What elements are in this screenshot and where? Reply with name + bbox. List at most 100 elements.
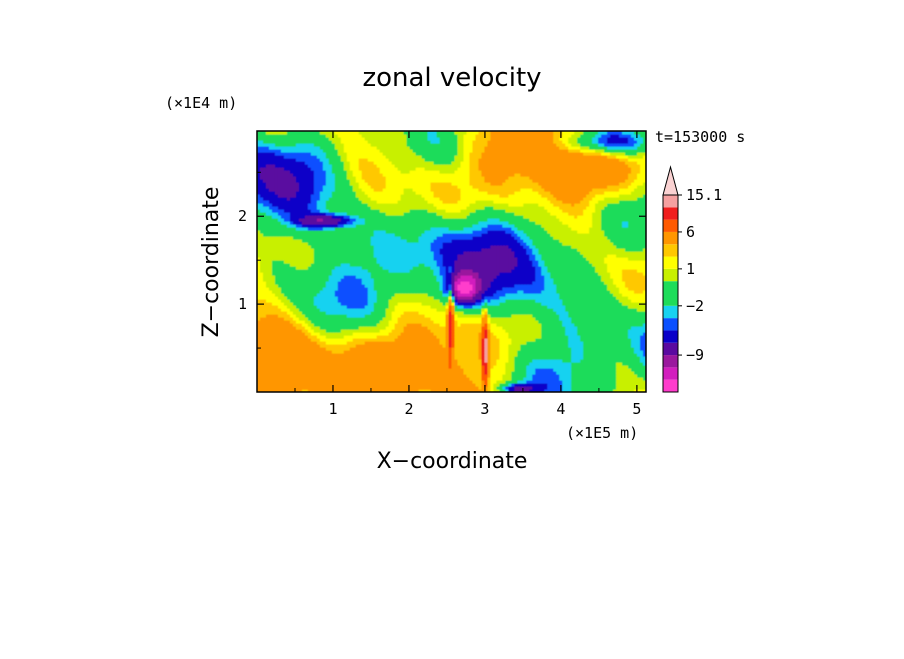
field-cell xyxy=(391,347,396,351)
field-cell xyxy=(355,356,360,360)
field-cell xyxy=(427,350,432,354)
field-cell xyxy=(319,290,324,294)
field-cell xyxy=(457,293,462,297)
field-cell xyxy=(415,311,420,315)
field-cell xyxy=(610,374,614,378)
field-cell xyxy=(523,347,527,351)
field-cell xyxy=(520,347,524,351)
field-cell xyxy=(520,278,524,282)
field-cell xyxy=(301,386,306,390)
field-cell xyxy=(610,371,614,375)
field-cell xyxy=(601,362,605,366)
field-cell xyxy=(598,353,602,357)
field-cell xyxy=(325,320,330,324)
field-cell xyxy=(280,359,285,363)
field-cell xyxy=(352,305,357,309)
field-cell xyxy=(346,377,351,381)
field-cell xyxy=(562,368,566,372)
field-cell xyxy=(472,335,477,339)
field-cell xyxy=(592,296,596,300)
field-cell xyxy=(616,386,620,390)
field-cell xyxy=(616,374,620,378)
field-cell xyxy=(568,281,572,285)
field-cell xyxy=(388,281,393,285)
field-cell xyxy=(460,389,465,392)
field-cell xyxy=(319,329,324,333)
field-cell xyxy=(364,332,369,336)
field-cell xyxy=(631,320,635,324)
field-cell xyxy=(397,308,402,312)
field-cell xyxy=(373,308,378,312)
field-cell xyxy=(487,335,491,339)
field-cell xyxy=(394,344,399,348)
field-cell xyxy=(511,332,515,336)
field-cell xyxy=(445,290,450,294)
field-cell xyxy=(430,353,435,357)
field-cell xyxy=(508,353,512,357)
field-cell xyxy=(622,335,626,339)
field-cell xyxy=(286,323,291,327)
field-cell xyxy=(304,290,309,294)
field-cell xyxy=(355,386,360,390)
field-cell xyxy=(442,335,447,339)
field-cell xyxy=(595,302,599,306)
field-cell xyxy=(418,377,423,381)
field-cell xyxy=(289,317,294,321)
field-cell xyxy=(421,344,426,348)
field-cell xyxy=(340,371,345,375)
field-cell xyxy=(349,335,354,339)
field-cell xyxy=(331,374,336,378)
field-cell xyxy=(394,380,399,384)
field-cell xyxy=(382,305,387,309)
field-cell xyxy=(559,296,563,300)
field-cell xyxy=(307,278,312,282)
field-cell xyxy=(508,359,512,363)
field-cell xyxy=(397,278,402,282)
field-cell xyxy=(544,284,548,288)
field-cell xyxy=(583,323,587,327)
field-cell xyxy=(496,278,500,282)
field-cell xyxy=(610,332,614,336)
field-cell xyxy=(577,338,581,342)
field-cell xyxy=(616,341,620,345)
field-cell xyxy=(442,377,447,381)
field-cell xyxy=(529,332,533,336)
field-cell xyxy=(451,386,456,390)
field-cell xyxy=(274,311,279,315)
field-cell xyxy=(370,329,375,333)
field-cell xyxy=(334,329,339,333)
field-cell xyxy=(262,284,267,288)
field-cell xyxy=(505,338,509,342)
field-cell xyxy=(436,383,441,387)
field-cell xyxy=(487,332,491,336)
field-cell xyxy=(415,326,420,330)
field-cell xyxy=(514,335,518,339)
field-cell xyxy=(349,308,354,312)
field-cell xyxy=(631,371,635,375)
field-cell xyxy=(391,302,396,306)
field-cell xyxy=(493,326,497,330)
field-cell xyxy=(337,284,342,288)
field-cell xyxy=(601,293,605,297)
field-cell xyxy=(628,299,632,303)
field-cell xyxy=(313,365,318,369)
field-cell xyxy=(403,344,408,348)
field-cell xyxy=(493,341,497,345)
field-cell xyxy=(361,341,366,345)
field-cell xyxy=(613,305,617,309)
field-cell xyxy=(424,281,429,285)
field-cell xyxy=(592,320,596,324)
field-cell xyxy=(466,308,471,312)
field-cell xyxy=(406,359,411,363)
field-cell xyxy=(397,377,402,381)
field-cell xyxy=(277,311,282,315)
field-cell xyxy=(526,293,530,297)
field-cell xyxy=(316,281,321,285)
field-cell xyxy=(442,374,447,378)
field-cell xyxy=(424,317,429,321)
field-cell xyxy=(592,287,596,291)
field-cell xyxy=(277,293,282,297)
field-cell xyxy=(532,380,536,384)
field-cell xyxy=(361,296,366,300)
field-cell xyxy=(577,281,581,285)
